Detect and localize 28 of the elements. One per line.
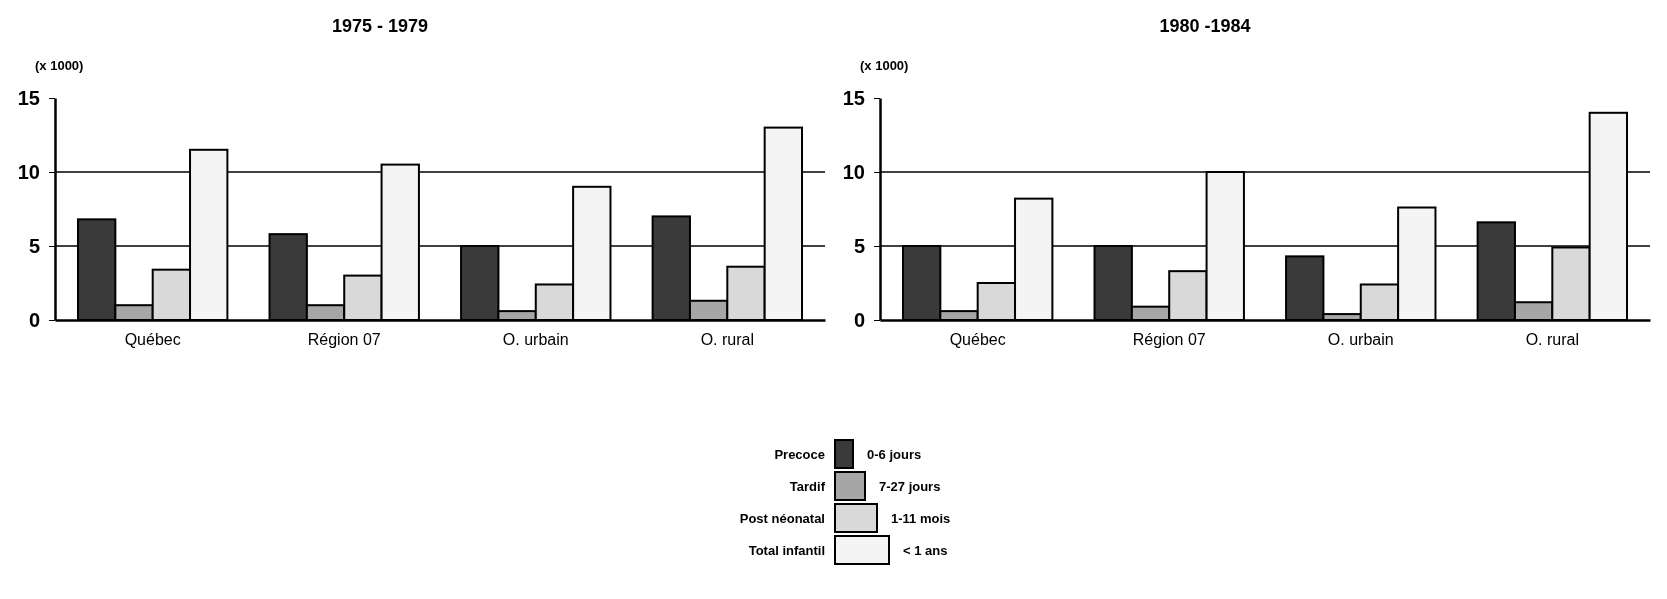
legend-label: Tardif (789, 479, 826, 494)
chart-title: 1980 -1984 (1159, 16, 1251, 36)
x-tick-label: O. urbain (1327, 331, 1394, 348)
x-tick-label: Québec (949, 331, 1006, 348)
y-tick-label: 0 (853, 308, 865, 331)
y-tick-label: 5 (28, 234, 40, 257)
text: 1-11 mois (891, 511, 951, 526)
y-axis-title: (x 1000) (35, 58, 84, 73)
legend-label: Total infantil (748, 543, 825, 558)
x-tick-label: Région 07 (307, 331, 381, 348)
y-tick-label: 15 (842, 86, 865, 109)
y-tick-label: 10 (842, 160, 865, 183)
y-tick-label: 10 (17, 160, 40, 183)
y-axis-title: (x 1000) (860, 58, 909, 73)
text: 7-27 jours (879, 479, 941, 494)
y-tick-label: 15 (17, 86, 40, 109)
x-tick-label: O. rural (1525, 331, 1579, 348)
text: 0-6 jours (867, 447, 922, 462)
legend-label: Precoce (774, 447, 825, 462)
text: < 1 ans (903, 543, 948, 558)
x-tick-label: O. urbain (502, 331, 569, 348)
x-tick-label: Région 07 (1132, 331, 1206, 348)
legend-label: Post néonatal (739, 511, 825, 526)
chart-title: 1975 - 1979 (331, 16, 429, 36)
x-tick-label: O. rural (700, 331, 754, 348)
y-tick-label: 0 (28, 308, 40, 331)
x-tick-label: Québec (124, 331, 181, 348)
y-tick-label: 5 (853, 234, 865, 257)
